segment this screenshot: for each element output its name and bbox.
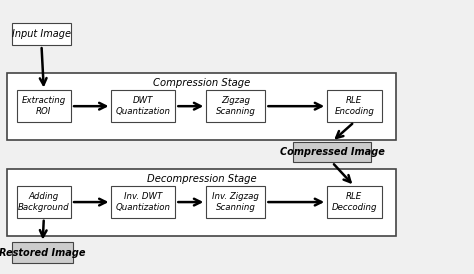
FancyBboxPatch shape — [7, 169, 396, 236]
Text: Input Image: Input Image — [12, 29, 71, 39]
FancyBboxPatch shape — [327, 90, 382, 122]
FancyBboxPatch shape — [206, 90, 265, 122]
FancyBboxPatch shape — [327, 186, 382, 218]
Text: RLE
Deccoding: RLE Deccoding — [332, 192, 377, 212]
FancyBboxPatch shape — [111, 186, 175, 218]
Text: RLE
Encoding: RLE Encoding — [334, 96, 374, 116]
Text: Inv. DWT
Quantization: Inv. DWT Quantization — [116, 192, 171, 212]
Text: Compression Stage: Compression Stage — [153, 78, 250, 88]
FancyBboxPatch shape — [293, 142, 371, 162]
Text: Compressed Image: Compressed Image — [280, 147, 384, 157]
Text: Restored Image: Restored Image — [0, 248, 86, 258]
FancyBboxPatch shape — [17, 90, 71, 122]
Text: Inv. Zigzag
Scanning: Inv. Zigzag Scanning — [212, 192, 259, 212]
FancyBboxPatch shape — [17, 186, 71, 218]
FancyBboxPatch shape — [111, 90, 175, 122]
Text: Extracting
ROI: Extracting ROI — [22, 96, 66, 116]
Text: Decompression Stage: Decompression Stage — [146, 174, 256, 184]
Text: DWT
Quantization: DWT Quantization — [116, 96, 171, 116]
FancyBboxPatch shape — [7, 73, 396, 140]
Text: Adding
Background: Adding Background — [18, 192, 70, 212]
FancyBboxPatch shape — [12, 242, 73, 263]
FancyBboxPatch shape — [206, 186, 265, 218]
Text: Zigzag
Scanning: Zigzag Scanning — [216, 96, 256, 116]
FancyBboxPatch shape — [12, 23, 71, 45]
